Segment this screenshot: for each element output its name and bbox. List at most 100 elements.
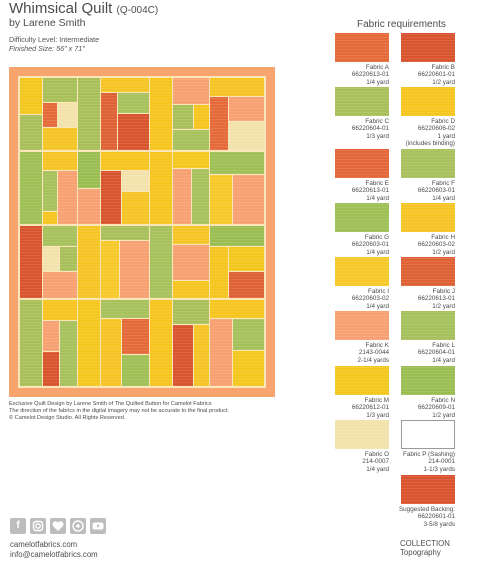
fabric-name: Fabric G [364,234,389,241]
quilt-block [43,321,59,351]
fabric-quantity: 1/2 yard [432,248,455,256]
quilt-block [43,272,77,298]
quilt-block [173,226,209,244]
quilt-block [43,152,77,170]
fabric-note: (includes binding) [405,140,455,148]
quilt-block [43,226,77,246]
website-link[interactable]: camelotfabrics.com [10,540,78,549]
quilt-block [173,300,209,324]
fabric-quantity: 1/4 yard [366,194,389,202]
pinterest-icon[interactable] [70,518,86,534]
collection-name: Topography [400,548,441,557]
fabric-quantity: 1/4 yard [432,194,455,202]
quilt-block [122,192,149,224]
fabric-sku: 66220612-01 [351,404,389,412]
fabric-swatch-h [401,203,455,232]
fabric-swatch-e [335,149,389,178]
quilt-block [210,175,232,224]
facebook-icon[interactable]: f [10,518,26,534]
quilt-block [43,212,57,224]
quilt-block [120,241,149,298]
quilt-block [173,78,209,104]
fabric-label-a: Fabric A 66220613-01 1/4 yard [317,64,389,86]
fabric-name: Fabric D [431,118,455,125]
fabric-sku: 66220603-02 [351,295,389,303]
fabric-swatch-a [335,33,389,62]
backing-label-group: Suggested Backing: 66220601-01 3-5/8 yards [383,506,455,528]
fabric-name: Fabric J [432,288,455,295]
fabric-label-b: Fabric B 66220601-01 1/2 yard [383,64,455,86]
quilt-block [122,319,149,354]
quilt-block [233,319,264,350]
quilt-block [43,300,77,320]
quilt-block [173,169,191,224]
fabric-swatch-l [401,311,455,340]
backing-quantity: 3-5/8 yards [423,520,456,528]
quilt-block [173,130,209,150]
quilt-block [20,152,42,224]
fabric-quantity: 1/4 yard [366,465,389,473]
fabric-sku: 66220609-01 [417,404,455,412]
fabric-name: Fabric L [432,342,455,349]
fabric-swatch-n [401,366,455,395]
quilt-block [210,152,264,174]
design-credit: Exclusive Quilt Design by Larene Smith o… [9,401,212,407]
youtube-icon[interactable] [90,518,106,534]
fabric-name: Fabric F [431,180,455,187]
instagram-icon[interactable] [30,518,46,534]
fabric-quantity: 1/4 yard [366,78,389,86]
quilt-block [210,226,264,246]
fabric-label-k: Fabric K 2143-0044 2-1/4 yards [317,342,390,364]
fabric-sku: 66220603-01 [351,241,389,249]
fabric-sku: 66220613-01 [351,187,389,195]
quilt-block [101,152,149,170]
fabric-label-g: Fabric G 66220603-01 1/4 yard [317,234,389,256]
quilt-block [210,247,228,298]
quilt-block [173,325,193,386]
fabric-swatch-b [401,33,455,62]
fabric-sku: 214-0001 [428,458,455,466]
quilt-block [118,114,149,150]
fabric-quantity: 1/3 yard [366,132,389,140]
quilt-block [101,226,149,240]
fabric-quantity: 1/2 yard [432,78,455,86]
quilt-block [233,351,264,386]
fabric-label-n: Fabric N 66220609-01 1/2 yard [383,397,455,419]
author-line: by Larene Smith [9,17,86,29]
quilt-title: Whimsical Quilt (Q-004C) [9,0,159,17]
quilt-block [43,128,77,150]
fabric-name: Fabric E [365,180,389,187]
quilt-block [43,78,77,102]
fabric-swatch-i [335,257,389,286]
quilt-block [101,171,121,224]
fabric-swatch-j [401,257,455,286]
fabric-label-c: Fabric C 66220604-01 1/3 yard [317,118,389,140]
quilt-block [229,272,264,298]
fabric-swatch-c [335,87,389,116]
quilt-block [194,325,209,386]
email-link[interactable]: info@camelotfabrics.com [10,550,98,559]
fabric-sku: 66220613-01 [351,71,389,79]
fabric-swatch-p [401,420,455,449]
quilt-block [101,319,121,386]
fabric-name: Fabric O [364,451,389,458]
fabric-label-f: Fabric F 66220603-01 1/4 yard [383,180,455,202]
fabric-quantity: 1 yard [437,132,455,140]
fabric-name: Fabric P (Sashing) [402,451,455,458]
quilt-block [101,300,149,318]
fabric-name: Fabric C [365,118,389,125]
quilt-block [173,152,209,168]
fabric-name: Fabric M [364,397,390,404]
fabric-direction-note: The direction of the fabrics in the digi… [9,408,230,414]
quilt-block [101,78,149,92]
quilt-block [20,115,42,150]
difficulty-level: Difficulty Level: Intermediate [9,35,100,44]
quilt-block [150,78,172,150]
fabric-swatch-k [335,311,389,340]
quilt-block [20,226,42,298]
fabric-name: Fabric I [368,288,389,295]
quilt-block [20,78,42,114]
heart-icon[interactable] [50,518,66,534]
quilt-block [101,241,119,298]
quilt-block [78,152,100,188]
